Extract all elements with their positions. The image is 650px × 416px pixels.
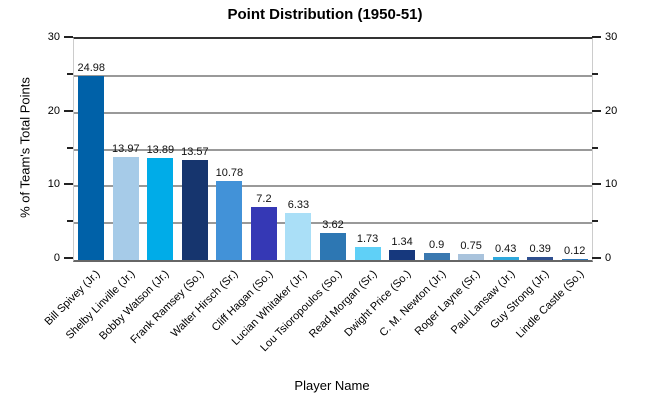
bar	[389, 250, 416, 260]
bar-value-label: 0.9	[428, 239, 445, 252]
y-tick-label-right: 0	[605, 252, 612, 264]
y-tick-left	[64, 183, 73, 186]
y-axis-title: % of Team's Total Points	[17, 77, 33, 218]
bar-value-label: 13.89	[146, 143, 175, 156]
y-tick-right	[592, 36, 601, 38]
gridline	[74, 222, 592, 225]
bar-value-label: 6.33	[287, 199, 310, 212]
gridline	[74, 111, 592, 114]
y-tick-left	[64, 109, 73, 112]
bar-value-label: 3.62	[322, 219, 344, 232]
bar	[181, 160, 208, 260]
bar	[492, 256, 519, 260]
bar	[527, 257, 554, 260]
bar	[561, 259, 588, 260]
y-tick-label-right: 10	[605, 178, 618, 191]
y-tick-left	[67, 146, 73, 149]
y-tick-label-right: 30	[605, 31, 618, 43]
gridline	[74, 74, 592, 77]
chart-title: Point Distribution (1950-51)	[227, 6, 423, 23]
y-tick-label-left: 0	[53, 252, 60, 264]
y-tick-right	[592, 72, 598, 75]
bar-value-label: 1.73	[356, 233, 379, 246]
bar-value-label: 0.12	[564, 245, 586, 258]
bar-value-label: 1.34	[391, 236, 413, 249]
bar	[320, 233, 346, 260]
y-tick-right	[592, 109, 601, 112]
y-tick-right	[592, 183, 601, 186]
bar	[112, 157, 139, 260]
bar	[250, 206, 277, 260]
bar-value-label: 24.98	[77, 61, 106, 74]
y-tick-label-right: 20	[605, 104, 618, 117]
bar	[354, 247, 381, 260]
x-axis-title: Player Name	[294, 378, 370, 393]
bar-value-label: 0.43	[494, 242, 517, 255]
gridline	[74, 185, 592, 188]
bar-value-label: 13.57	[181, 146, 209, 159]
y-tick-label-left: 30	[47, 31, 60, 43]
y-tick-left	[64, 257, 73, 259]
y-tick-left	[67, 220, 73, 223]
bar-value-label: 0.75	[460, 240, 482, 253]
y-tick-label-left: 10	[47, 178, 60, 191]
bar-value-label: 7.2	[256, 192, 272, 205]
y-tick-label-left: 20	[47, 104, 60, 117]
y-tick-left	[67, 72, 73, 75]
y-tick-left	[64, 36, 73, 38]
y-tick-right	[592, 146, 598, 149]
bar-value-label: 0.39	[529, 243, 551, 256]
bar	[458, 254, 485, 260]
y-tick-right	[592, 257, 601, 259]
bar	[147, 157, 174, 260]
bar	[423, 253, 450, 260]
bar	[285, 213, 312, 260]
bar-value-label: 10.78	[215, 166, 244, 179]
plot-area: 24.98 13.97 13.89 13.57 10.78 7.2 6.33 3.62 1.73…	[73, 37, 593, 262]
bar	[78, 75, 105, 260]
bar-value-label: 13.97	[112, 143, 140, 156]
bar	[216, 180, 243, 260]
y-tick-right	[592, 220, 598, 223]
gridline	[74, 148, 592, 151]
